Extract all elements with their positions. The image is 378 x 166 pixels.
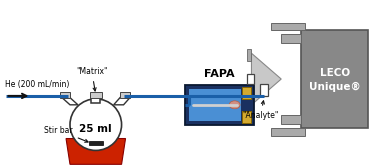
Text: "Matrix": "Matrix" [76, 67, 108, 91]
Bar [242, 111, 251, 123]
Bar [246, 49, 251, 61]
Bar [242, 87, 251, 99]
Polygon shape [114, 96, 132, 105]
Bar [185, 85, 254, 125]
Text: He (200 mL/min): He (200 mL/min) [5, 80, 69, 89]
Bar [281, 115, 301, 124]
Polygon shape [251, 53, 281, 105]
Bar [89, 140, 103, 145]
Bar [119, 92, 130, 98]
Polygon shape [66, 139, 125, 164]
Bar [90, 92, 102, 98]
Bar [246, 97, 251, 109]
Text: Stir bar: Stir bar [44, 126, 88, 142]
Bar [281, 34, 301, 43]
Text: 25 ml: 25 ml [79, 124, 112, 134]
Circle shape [70, 99, 122, 150]
Bar [271, 23, 305, 30]
Bar [246, 74, 254, 84]
Bar [271, 128, 305, 136]
Bar [189, 89, 240, 121]
Text: FAPA: FAPA [204, 69, 235, 79]
Bar [301, 30, 369, 128]
Bar [260, 84, 268, 96]
Bar [91, 96, 100, 103]
Text: "Analyte": "Analyte" [242, 101, 279, 120]
Bar [60, 92, 70, 98]
Ellipse shape [229, 101, 240, 109]
Polygon shape [60, 96, 78, 105]
Text: Unique®: Unique® [309, 82, 361, 92]
Text: LECO: LECO [320, 68, 350, 78]
